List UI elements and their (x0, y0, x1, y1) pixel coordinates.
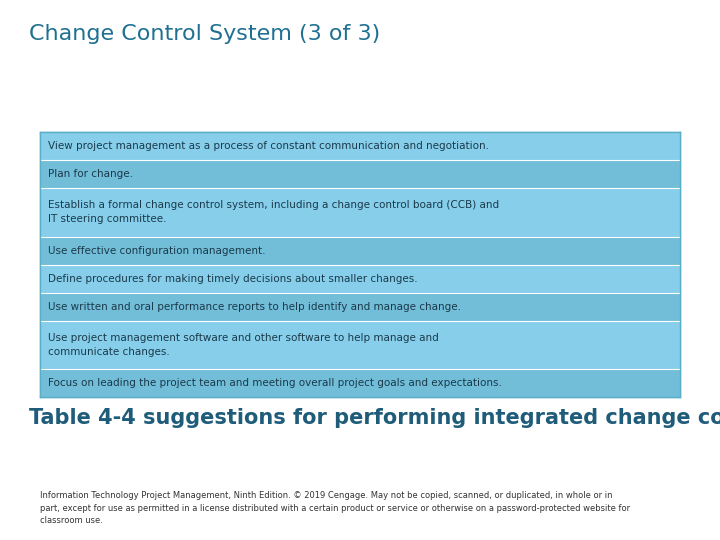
FancyBboxPatch shape (40, 132, 680, 160)
FancyBboxPatch shape (40, 321, 680, 369)
Text: Table 4-4 suggestions for performing integrated change control: Table 4-4 suggestions for performing int… (29, 408, 720, 428)
FancyBboxPatch shape (40, 188, 680, 237)
FancyBboxPatch shape (40, 293, 680, 321)
Text: View project management as a process of constant communication and negotiation.: View project management as a process of … (48, 141, 490, 151)
FancyBboxPatch shape (40, 265, 680, 293)
Text: Use effective configuration management.: Use effective configuration management. (48, 246, 266, 255)
FancyBboxPatch shape (40, 369, 680, 397)
Text: Define procedures for making timely decisions about smaller changes.: Define procedures for making timely deci… (48, 274, 418, 284)
Text: Use written and oral performance reports to help identify and manage change.: Use written and oral performance reports… (48, 302, 462, 312)
Text: Information Technology Project Management, Ninth Edition. © 2019 Cengage. May no: Information Technology Project Managemen… (40, 491, 630, 525)
Text: Focus on leading the project team and meeting overall project goals and expectat: Focus on leading the project team and me… (48, 378, 502, 388)
Text: Change Control System (3 of 3): Change Control System (3 of 3) (29, 24, 380, 44)
Text: Establish a formal change control system, including a change control board (CCB): Establish a formal change control system… (48, 200, 500, 225)
FancyBboxPatch shape (40, 237, 680, 265)
Text: Plan for change.: Plan for change. (48, 170, 133, 179)
Text: Use project management software and other software to help manage and
communicat: Use project management software and othe… (48, 333, 439, 357)
FancyBboxPatch shape (40, 132, 680, 397)
FancyBboxPatch shape (40, 160, 680, 188)
